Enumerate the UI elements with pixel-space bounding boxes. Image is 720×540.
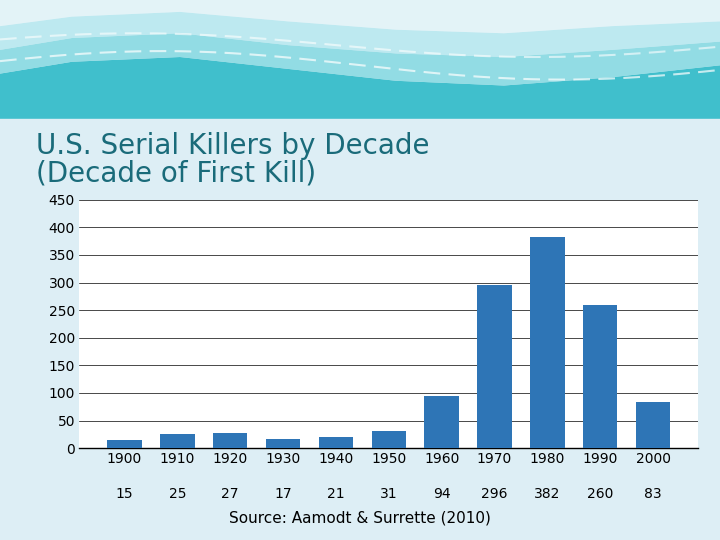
Text: 27: 27 — [222, 487, 239, 501]
Bar — [372, 431, 406, 448]
Polygon shape — [0, 57, 720, 119]
Text: 17: 17 — [274, 487, 292, 501]
Text: 94: 94 — [433, 487, 451, 501]
Text: 21: 21 — [327, 487, 345, 501]
Bar — [636, 402, 670, 448]
Text: 15: 15 — [116, 487, 133, 501]
Text: 31: 31 — [380, 487, 397, 501]
Polygon shape — [0, 33, 720, 85]
Text: (Decade of First Kill): (Decade of First Kill) — [36, 159, 316, 187]
Bar — [107, 440, 142, 448]
Bar — [583, 305, 617, 448]
Bar — [425, 396, 459, 448]
Text: 260: 260 — [587, 487, 613, 501]
Bar — [530, 238, 564, 448]
Polygon shape — [0, 12, 720, 57]
Text: 382: 382 — [534, 487, 561, 501]
Bar — [319, 437, 353, 448]
Text: 296: 296 — [481, 487, 508, 501]
Bar — [213, 433, 248, 448]
Bar — [477, 285, 512, 448]
Text: Source: Aamodt & Surrette (2010): Source: Aamodt & Surrette (2010) — [229, 511, 491, 526]
Text: U.S. Serial Killers by Decade: U.S. Serial Killers by Decade — [36, 132, 430, 160]
Polygon shape — [0, 0, 720, 33]
Text: 25: 25 — [168, 487, 186, 501]
Text: 83: 83 — [644, 487, 662, 501]
Bar — [266, 439, 300, 448]
Bar — [161, 434, 194, 448]
